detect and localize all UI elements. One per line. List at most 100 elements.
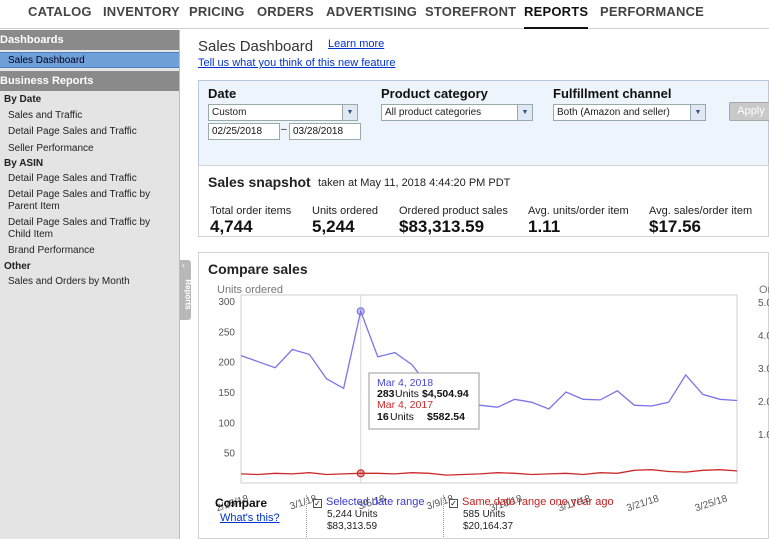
- product-category-select[interactable]: All product categories ▼: [381, 104, 533, 121]
- nav-catalog[interactable]: CATALOG: [28, 4, 92, 19]
- sidebar-business-reports-heading: Business Reports: [0, 71, 179, 91]
- metric-value: 5,244: [312, 217, 355, 236]
- start-date-input[interactable]: 02/25/2018: [208, 123, 280, 140]
- nav-inventory[interactable]: INVENTORY: [103, 4, 180, 19]
- right-tick-label: 4.0: [758, 331, 769, 342]
- metric-total-order-items: Total order items 4,744: [210, 205, 291, 237]
- sidebar-other-heading: Other: [4, 261, 31, 272]
- right-tick-label: 1.0: [758, 430, 769, 441]
- legend-last-year-units: 585 Units: [463, 509, 506, 520]
- tooltip-units-word: Units: [390, 411, 414, 423]
- legend-divider: [306, 495, 307, 537]
- metric-value: 1.11: [528, 217, 561, 236]
- chevron-down-icon: ▼: [342, 105, 357, 120]
- metric-label: Total order items: [210, 205, 292, 217]
- legend-last-year: ✓ Same date range one year ago 585 Units …: [449, 496, 614, 533]
- apply-button[interactable]: Apply: [729, 102, 769, 121]
- filter-panel: Date Custom ▼ 02/25/2018 – 03/28/2018 Pr…: [198, 80, 769, 178]
- metric-label: Avg. sales/order item: [649, 205, 753, 217]
- sales-snapshot-panel: Sales snapshot taken at May 11, 2018 4:4…: [198, 165, 769, 237]
- legend-selected-units: 5,244 Units: [327, 509, 378, 520]
- chevron-left-icon: ‹: [182, 260, 185, 270]
- metric-ordered-product-sales: Ordered product sales $83,313.59: [399, 205, 508, 237]
- metric-value: $83,313.59: [399, 217, 485, 236]
- sidebar: Dashboards Sales Dashboard Business Repo…: [0, 30, 180, 539]
- sidebar-item-brand-performance[interactable]: Brand Performance: [8, 245, 95, 256]
- legend-selected-name: Selected date range: [326, 496, 425, 508]
- product-category-label: Product category: [381, 86, 488, 101]
- tooltip-units-current: 283: [377, 388, 395, 400]
- snapshot-timestamp: taken at May 11, 2018 4:44:20 PM PDT: [318, 177, 511, 189]
- x-tick-label: 3/25/18: [694, 493, 730, 514]
- nav-orders[interactable]: ORDERS: [257, 4, 314, 19]
- compare-sales-panel: Compare sales Units ordered Or 50 100 150 200…: [198, 252, 769, 539]
- nav-storefront[interactable]: STOREFRONT: [425, 4, 517, 19]
- legend-last-year-sales: $20,164.37: [463, 521, 514, 532]
- x-tick-label: 3/21/18: [625, 493, 661, 514]
- fulfillment-channel-select[interactable]: Both (Amazon and seller) ▼: [553, 104, 706, 121]
- compare-sales-title: Compare sales: [208, 261, 308, 277]
- tooltip-units-last-year: 16: [377, 411, 389, 423]
- units-ordered-chart[interactable]: Units ordered Or 50 100 150 200 250 300 5.0 4.0 3.…: [199, 253, 769, 519]
- sidebar-dashboards-heading: Dashboards: [0, 30, 179, 50]
- y-tick-label: 50: [224, 449, 236, 460]
- learn-more-link[interactable]: Learn more: [328, 38, 385, 50]
- metric-value: $17.56: [649, 217, 701, 236]
- sales-snapshot-title: Sales snapshot: [208, 174, 311, 190]
- fulfillment-channel-value: Both (Amazon and seller): [557, 107, 670, 118]
- page-title: Sales Dashboard: [198, 38, 314, 55]
- date-range-select[interactable]: Custom ▼: [208, 104, 358, 121]
- metric-avg-sales-order-item: Avg. sales/order item $17.56: [649, 205, 752, 237]
- sidebar-item-sales-dashboard[interactable]: Sales Dashboard: [0, 52, 179, 68]
- product-category-value: All product categories: [385, 107, 482, 118]
- metric-units-ordered: Units ordered 5,244: [312, 205, 378, 237]
- series-line-last-year: [240, 469, 738, 476]
- checkbox-selected-range[interactable]: ✓: [313, 499, 322, 508]
- nav-pricing[interactable]: PRICING: [189, 4, 245, 19]
- chart-tooltip: [368, 372, 480, 430]
- tooltip-units-word: Units: [395, 388, 419, 400]
- highlight-point-last-year: [356, 469, 365, 478]
- y-tick-label: 150: [218, 388, 235, 399]
- y-tick-label: 250: [218, 327, 235, 338]
- tooltip-sales-last-year: $582.54: [427, 411, 465, 423]
- metric-value: 4,744: [210, 217, 253, 236]
- right-tick-label: 3.0: [758, 364, 769, 375]
- nav-advertising[interactable]: ADVERTISING: [326, 4, 418, 19]
- y-tick-label: 200: [218, 358, 235, 369]
- sidebar-item-asin-by-parent[interactable]: Detail Page Sales and Traffic by Parent …: [8, 189, 151, 212]
- series-line-selected-range: [240, 309, 738, 410]
- feedback-link[interactable]: Tell us what you think of this new featu…: [198, 57, 396, 69]
- chevron-down-icon: ▼: [517, 105, 532, 120]
- legend-divider: [443, 495, 444, 537]
- sidebar-item-asin-detail-page[interactable]: Detail Page Sales and Traffic: [8, 173, 137, 184]
- nav-reports[interactable]: REPORTS: [524, 4, 589, 29]
- metric-label: Ordered product sales: [399, 205, 508, 217]
- end-date-input[interactable]: 03/28/2018: [289, 123, 361, 140]
- y-tick-label: 100: [218, 418, 235, 429]
- legend-selected-range: ✓ Selected date range 5,244 Units $83,313…: [313, 496, 424, 533]
- right-axis-label: Or: [759, 284, 769, 296]
- nav-performance[interactable]: PERFORMANCE: [600, 4, 705, 19]
- plot-area: [240, 294, 738, 484]
- right-tick-label: 2.0: [758, 397, 769, 408]
- legend-selected-sales: $83,313.59: [327, 521, 378, 532]
- checkbox-last-year[interactable]: ✓: [449, 499, 458, 508]
- tooltip-date-last-year: Mar 4, 2017: [377, 399, 433, 411]
- sidebar-item-seller-performance[interactable]: Seller Performance: [8, 143, 94, 154]
- date-label: Date: [208, 86, 237, 101]
- main-content: Sales Dashboard Learn more Tell us what …: [191, 30, 769, 539]
- sidebar-item-detail-page-sales-traffic[interactable]: Detail Page Sales and Traffic: [8, 126, 137, 137]
- chevron-down-icon: ▼: [690, 105, 705, 120]
- whats-this-link[interactable]: What's this?: [220, 512, 280, 524]
- date-range-value: Custom: [212, 107, 247, 118]
- highlight-point-selected: [356, 307, 365, 316]
- sidebar-item-asin-by-child[interactable]: Detail Page Sales and Traffic by Child I…: [8, 217, 151, 240]
- sidebar-item-sales-orders-month[interactable]: Sales and Orders by Month: [8, 276, 130, 287]
- sidebar-item-sales-and-traffic[interactable]: Sales and Traffic: [8, 110, 83, 121]
- right-tick-label: 5.0: [758, 298, 769, 309]
- tooltip-date-current: Mar 4, 2018: [377, 377, 433, 389]
- legend-last-year-name: Same date range one year ago: [462, 496, 614, 508]
- fulfillment-channel-label: Fulfillment channel: [553, 86, 672, 101]
- sidebar-collapse-tab[interactable]: ‹ Reports: [180, 260, 193, 320]
